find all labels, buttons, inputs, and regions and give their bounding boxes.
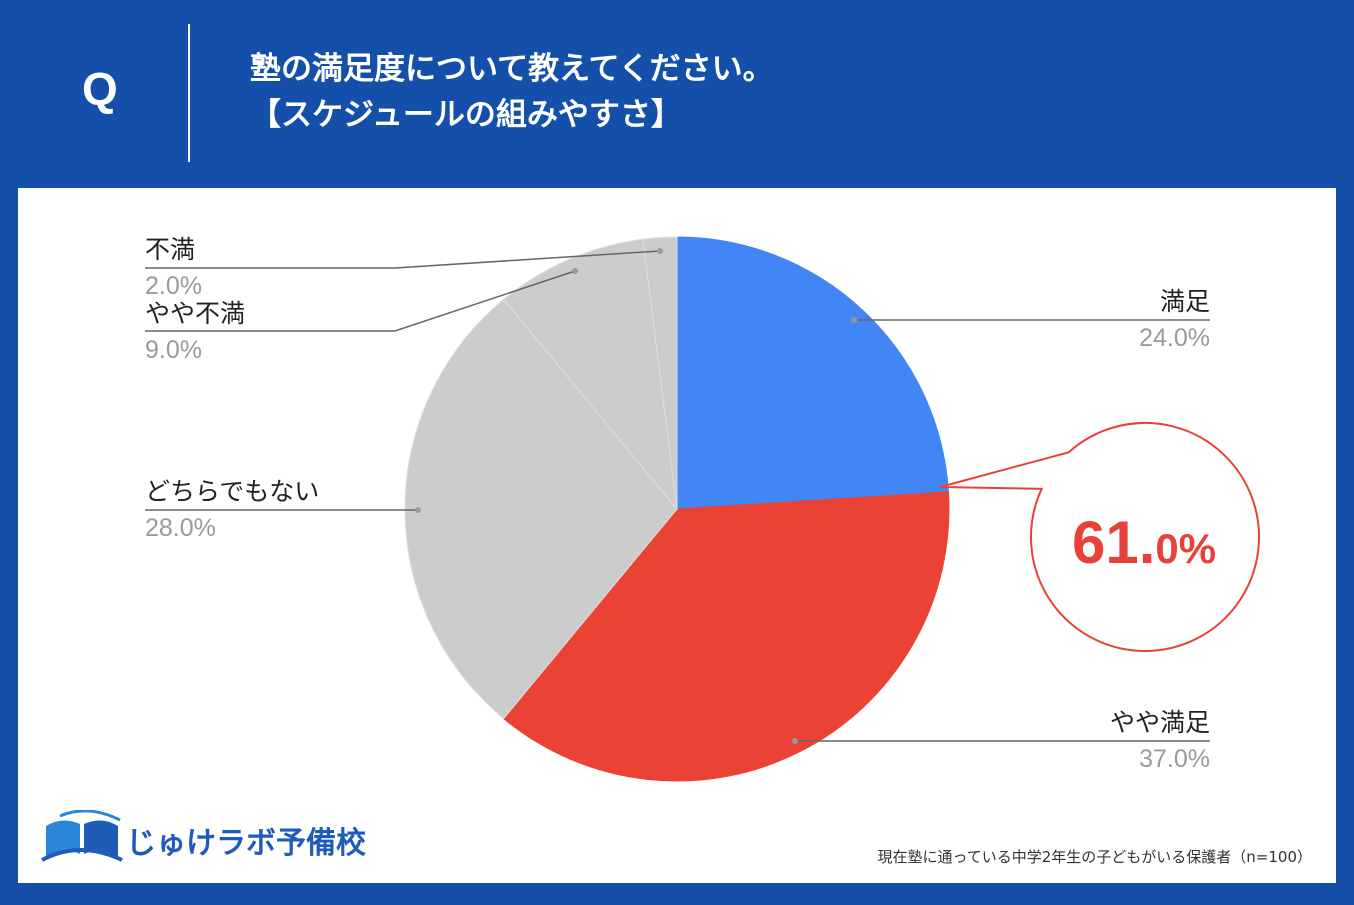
slice-3-wedge xyxy=(404,298,678,720)
slice-4-wedge xyxy=(502,238,678,511)
slice-3-label: どちらでもない xyxy=(145,477,319,506)
slice-labels: 満足 24.0% やや満足 37.0% どちらでもない 28.0% やや不満 9.0% 不満 2.… xyxy=(145,235,1210,773)
title-line-2: 【スケジュールの組みやすさ】 xyxy=(250,97,682,133)
slice-3-leader-dot xyxy=(415,507,421,513)
slice-1-leader-dot xyxy=(851,317,857,323)
slice-5-percent: 2.0% xyxy=(145,272,202,300)
slice-4-leader-dot xyxy=(572,268,578,274)
logo-text: じゅけラボ予備校 xyxy=(126,826,366,861)
slice-4-percent: 9.0% xyxy=(145,336,202,364)
slice-2-percent: 37.0% xyxy=(1139,745,1210,773)
slice-2-label: やや満足 xyxy=(1110,708,1210,737)
question-mark: Q xyxy=(82,63,118,115)
slice-2-leader-dot xyxy=(792,738,798,744)
slice-5-leader-dot xyxy=(657,248,663,254)
slice-5-leader-line xyxy=(145,250,661,269)
slice-2-wedge xyxy=(502,491,950,782)
slice-1-label: 満足 xyxy=(1160,287,1210,316)
footnote: 現在塾に通っている中学2年生の子どもがいる保護者（n=100） xyxy=(877,848,1312,866)
slice-5-wedge xyxy=(642,236,678,510)
slice-4-leader-line xyxy=(145,270,576,332)
header-divider xyxy=(188,24,190,162)
leader-lines xyxy=(145,248,1210,744)
logo: じゅけラボ予備校 xyxy=(40,809,366,870)
page-title: 塾の満足度について教えてください。 【スケジュールの組みやすさ】 xyxy=(250,46,774,138)
svg-text:61.0%: 61.0% xyxy=(1072,509,1216,576)
slice-1-wedge xyxy=(676,236,949,510)
title-line-1: 塾の満足度について教えてください。 xyxy=(250,51,774,87)
pie-slices xyxy=(404,236,950,782)
slice-5-label: 不満 xyxy=(145,235,195,264)
slice-4-label: やや不満 xyxy=(145,299,245,328)
callout-bubble xyxy=(939,422,1260,652)
callout-value-small: 0% xyxy=(1155,525,1216,572)
slice-3-percent: 28.0% xyxy=(145,514,216,542)
header: Q 塾の満足度について教えてください。 【スケジュールの組みやすさ】 xyxy=(0,0,1354,188)
callout-value-main: 61. xyxy=(1072,509,1155,576)
callout: 61.0% xyxy=(939,422,1260,652)
open-book-icon xyxy=(41,809,123,862)
slice-1-percent: 24.0% xyxy=(1139,324,1210,352)
